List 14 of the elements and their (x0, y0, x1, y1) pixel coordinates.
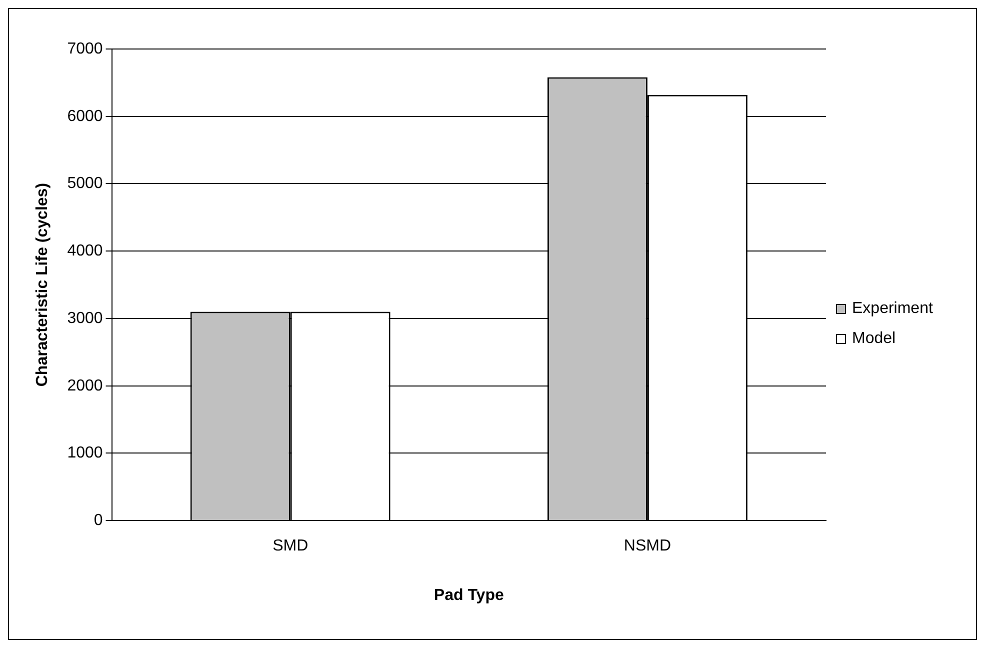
y-tick-label: 6000 (67, 108, 103, 125)
legend-label: Experiment (852, 300, 933, 318)
y-tick-label: 3000 (67, 310, 103, 327)
x-tick-label: SMD (272, 538, 308, 555)
y-tick-label: 1000 (67, 444, 103, 462)
y-tick-label: 7000 (67, 40, 103, 58)
x-tick-label: NSMD (624, 538, 672, 555)
y-tick-label: 0 (94, 512, 103, 530)
y-axis-title: Characteristic Life (cycles) (34, 182, 52, 387)
y-tick-label: 2000 (67, 377, 103, 394)
y-tick-label: 5000 (67, 175, 103, 192)
x-axis-title: Pad Type (434, 586, 504, 604)
text: Model (852, 330, 896, 348)
y-tick-label: 4000 (67, 242, 103, 260)
